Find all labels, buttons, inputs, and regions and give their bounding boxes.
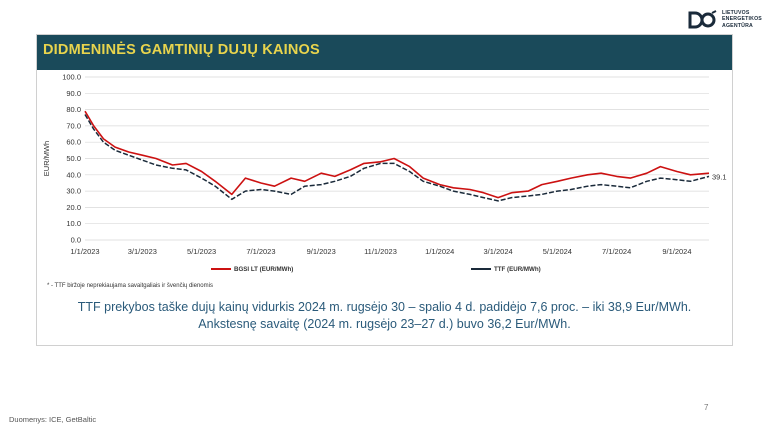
x-tick-label: 3/1/2024	[483, 247, 512, 256]
logo-line: ENERGETIKOS	[722, 16, 762, 23]
logo: LIETUVOS ENERGETIKOS AGENTŪRA	[688, 8, 764, 34]
legend: BGSI LT (EUR/MWh) TTF (EUR/MWh)	[211, 266, 541, 273]
y-tick-label: 0.0	[71, 236, 81, 245]
end-value-label: 39.1	[712, 172, 727, 181]
source-note: Duomenys: ICE, GetBaltic	[9, 415, 97, 424]
lea-logo-icon	[688, 10, 717, 29]
page-number: 7	[704, 403, 709, 412]
slide-title: DIDMENINĖS GAMTINIŲ DUJŲ KAINOS	[43, 42, 320, 58]
y-tick-label: 20.0	[66, 203, 81, 212]
legend-label-bgsi: BGSI LT (EUR/MWh)	[234, 266, 293, 273]
x-tick-label: 7/1/2024	[602, 247, 631, 256]
summary-text: TTF prekybos taške dujų kainų vidurkis 2…	[37, 299, 732, 333]
x-tick-label: 1/1/2023	[70, 247, 99, 256]
x-tick-label: 5/1/2024	[543, 247, 572, 256]
y-tick-label: 100.0	[62, 73, 81, 82]
y-tick-label: 70.0	[66, 121, 81, 130]
x-tick-label: 9/1/2023	[307, 247, 336, 256]
summary-line: TTF prekybos taške dujų kainų vidurkis 2…	[77, 300, 692, 314]
y-tick-label: 90.0	[66, 89, 81, 98]
y-tick-label: 60.0	[66, 138, 81, 147]
series-line-bgsi	[84, 110, 710, 199]
y-tick-label: 30.0	[66, 187, 81, 196]
footnote: * - TTF biržoje neprekiaujama savaitgali…	[47, 283, 213, 289]
x-tick-labels: 1/1/2023 3/1/2023 5/1/2023 7/1/2023 9/1/2023…	[70, 247, 691, 256]
legend-label-ttf: TTF (EUR/MWh)	[494, 266, 541, 273]
x-tick-label: 7/1/2023	[246, 247, 275, 256]
logo-line: AGENTŪRA	[722, 22, 753, 29]
y-tick-labels: 0.0 10.0 20.0 30.0 40.0 50.0 60.0 70.0 80.0 90.0 1…	[62, 73, 81, 245]
y-axis-label: EUR/MWh	[42, 141, 51, 176]
summary-line: Ankstesnę savaitę (2024 m. rugsėjo 23–27…	[198, 317, 571, 331]
logo-line: LIETUVOS	[722, 10, 750, 16]
y-tick-label: 10.0	[66, 219, 81, 228]
y-tick-label: 50.0	[66, 154, 81, 163]
x-tick-label: 11/1/2023	[364, 247, 397, 256]
price-chart: 0.0 10.0 20.0 30.0 40.0 50.0 60.0 70.0 80.0 90.0 1…	[42, 73, 727, 274]
logo-text: LIETUVOS ENERGETIKOS AGENTŪRA	[722, 10, 764, 29]
x-tick-label: 1/1/2024	[425, 247, 454, 256]
x-tick-label: 5/1/2023	[187, 247, 216, 256]
series-lines	[84, 110, 710, 202]
x-tick-label: 3/1/2023	[128, 247, 157, 256]
y-tick-label: 40.0	[66, 170, 81, 179]
grid	[85, 76, 709, 241]
title-bar: DIDMENINĖS GAMTINIŲ DUJŲ KAINOS	[37, 35, 732, 70]
x-tick-label: 9/1/2024	[662, 247, 691, 256]
chart-card: DIDMENINĖS GAMTINIŲ DUJŲ KAINOS 0.0 10.0 2…	[36, 34, 733, 346]
y-tick-label: 80.0	[66, 105, 81, 114]
series-line-ttf	[84, 114, 710, 202]
